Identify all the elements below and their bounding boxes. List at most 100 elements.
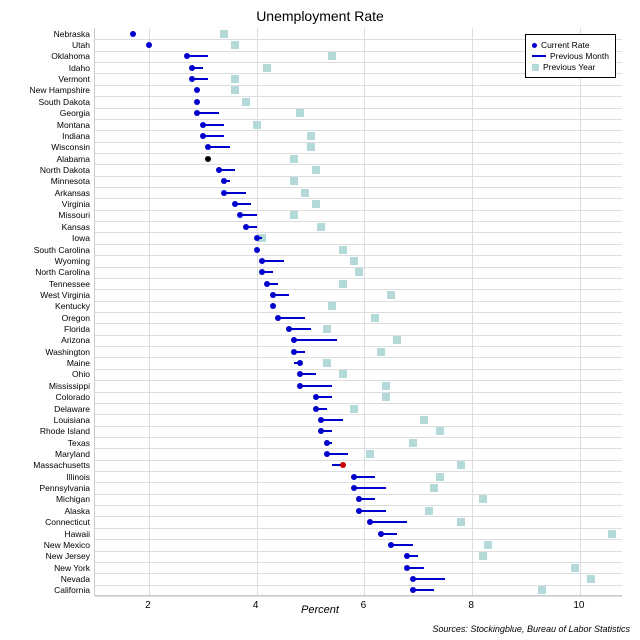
y-tick-label: Montana (2, 120, 90, 130)
grid-horizontal (95, 369, 622, 370)
prev-year-marker (420, 416, 428, 424)
current-marker (313, 406, 319, 412)
prev-month-line (391, 544, 413, 546)
prev-year-marker (323, 359, 331, 367)
y-tick-label: Florida (2, 324, 90, 334)
grid-horizontal (95, 244, 622, 245)
grid-horizontal (95, 437, 622, 438)
y-tick-label: Hawaii (2, 529, 90, 539)
prev-year-marker (571, 564, 579, 572)
y-tick-label: Oklahoma (2, 51, 90, 61)
grid-horizontal (95, 562, 622, 563)
current-marker (410, 576, 416, 582)
y-tick-label: Arkansas (2, 188, 90, 198)
square-icon (532, 64, 539, 71)
current-marker (351, 485, 357, 491)
prev-month-line (370, 521, 408, 523)
prev-year-marker (371, 314, 379, 322)
y-tick-label: Missouri (2, 210, 90, 220)
grid-horizontal (95, 153, 622, 154)
prev-year-marker (242, 98, 250, 106)
prev-year-marker (253, 121, 261, 129)
y-tick-label: Maryland (2, 449, 90, 459)
grid-horizontal (95, 551, 622, 552)
grid-horizontal (95, 573, 622, 574)
y-tick-label: South Carolina (2, 245, 90, 255)
grid-horizontal (95, 392, 622, 393)
y-tick-label: Nebraska (2, 29, 90, 39)
prev-year-marker (608, 530, 616, 538)
prev-year-marker (231, 75, 239, 83)
current-marker (404, 553, 410, 559)
prev-year-marker (339, 280, 347, 288)
unemployment-chart: Unemployment Rate 246810 NebraskaUtahOkl… (0, 0, 640, 640)
prev-month-line (413, 578, 445, 580)
current-marker (194, 87, 200, 93)
y-tick-label: Louisiana (2, 415, 90, 425)
grid-horizontal (95, 164, 622, 165)
prev-year-marker (479, 552, 487, 560)
current-marker (404, 565, 410, 571)
grid-horizontal (95, 232, 622, 233)
prev-year-marker (220, 30, 228, 38)
grid-horizontal (95, 301, 622, 302)
grid-horizontal (95, 108, 622, 109)
x-axis-label: Percent (0, 604, 640, 616)
prev-year-marker (425, 507, 433, 515)
prev-month-line (413, 589, 435, 591)
y-tick-label: Massachusetts (2, 460, 90, 470)
y-tick-label: Iowa (2, 233, 90, 243)
grid-horizontal (95, 119, 622, 120)
y-tick-label: Arizona (2, 335, 90, 345)
current-marker (254, 247, 260, 253)
grid-horizontal (95, 414, 622, 415)
current-marker (313, 394, 319, 400)
y-tick-label: Washington (2, 347, 90, 357)
y-tick-label: South Dakota (2, 97, 90, 107)
current-marker (221, 178, 227, 184)
y-tick-label: Utah (2, 40, 90, 50)
grid-horizontal (95, 346, 622, 347)
y-tick-label: New Mexico (2, 540, 90, 550)
current-marker (275, 315, 281, 321)
prev-year-marker (301, 189, 309, 197)
grid-horizontal (95, 460, 622, 461)
grid-horizontal (95, 448, 622, 449)
prev-month-line (197, 112, 219, 114)
y-tick-label: Tennessee (2, 279, 90, 289)
prev-year-marker (312, 166, 320, 174)
y-tick-label: Colorado (2, 392, 90, 402)
grid-horizontal (95, 539, 622, 540)
prev-month-line (359, 510, 386, 512)
grid-horizontal (95, 187, 622, 188)
prev-year-marker (339, 246, 347, 254)
prev-month-line (262, 260, 284, 262)
prev-year-marker (436, 473, 444, 481)
current-marker (205, 144, 211, 150)
y-tick-label: Oregon (2, 313, 90, 323)
dot-icon (532, 43, 537, 48)
current-marker (297, 360, 303, 366)
prev-year-marker (436, 427, 444, 435)
prev-year-marker (317, 223, 325, 231)
grid-horizontal (95, 335, 622, 336)
grid-horizontal (95, 596, 622, 597)
prev-year-marker (231, 41, 239, 49)
grid-horizontal (95, 289, 622, 290)
current-marker (205, 156, 211, 162)
current-marker (351, 474, 357, 480)
y-tick-label: New Jersey (2, 551, 90, 561)
current-marker (200, 133, 206, 139)
current-marker (264, 281, 270, 287)
current-marker (259, 258, 265, 264)
grid-horizontal (95, 323, 622, 324)
current-marker (291, 349, 297, 355)
current-marker (356, 496, 362, 502)
prev-year-marker (339, 370, 347, 378)
prev-year-marker (323, 325, 331, 333)
y-tick-label: Alabama (2, 154, 90, 164)
current-marker (378, 531, 384, 537)
current-marker (270, 292, 276, 298)
prev-year-marker (430, 484, 438, 492)
y-tick-label: West Virginia (2, 290, 90, 300)
